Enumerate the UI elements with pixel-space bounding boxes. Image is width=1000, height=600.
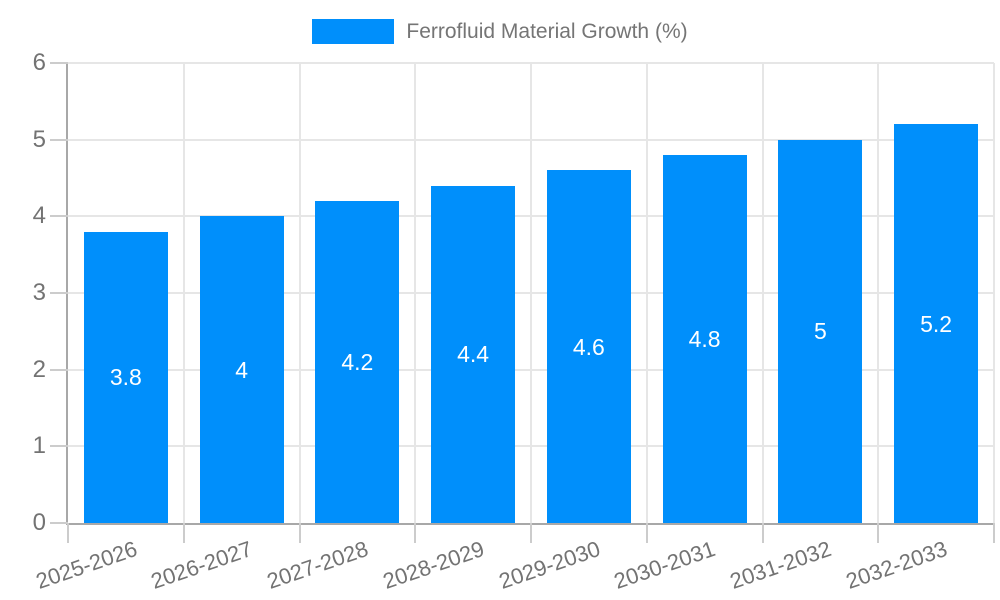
plot-area: 3.8 4 4.2 4.4 4.6 4.8 5 5.2 [66, 62, 995, 525]
y-tick-mark [50, 138, 68, 141]
x-tick-mark [67, 523, 69, 543]
y-tick-mark [50, 292, 68, 294]
y-tick-mark [50, 62, 68, 64]
y-axis-tick-label: 3 [32, 279, 46, 306]
x-tick-mark [414, 523, 417, 543]
bar[interactable] [546, 170, 631, 523]
x-tick-mark [298, 523, 301, 543]
x-tick-mark [877, 523, 880, 543]
x-gridline [993, 63, 995, 523]
legend-series-label[interactable]: Ferrofluid Material Growth (%) [406, 20, 688, 43]
x-tick-mark [182, 523, 185, 543]
y-axis-tick-label: 4 [32, 202, 46, 230]
x-tick-mark [761, 523, 764, 543]
bar-value-label: 5 [813, 318, 827, 345]
x-gridline [761, 63, 764, 523]
bar[interactable] [315, 201, 400, 523]
x-tick-mark [530, 523, 532, 543]
bar[interactable] [778, 139, 863, 523]
x-axis-category-label: 2028-2029 [379, 536, 488, 594]
bar-value-label: 4.6 [572, 333, 605, 360]
x-axis-category-label: 2027-2028 [263, 536, 372, 594]
x-tick-mark [993, 523, 995, 543]
y-tick-mark [50, 215, 68, 218]
bar[interactable] [431, 185, 516, 523]
bar-value-label: 3.8 [109, 364, 142, 391]
bar[interactable] [894, 124, 979, 523]
x-axis-category-label: 2032-2033 [842, 536, 951, 594]
y-axis-tick-label: 2 [32, 355, 46, 383]
bar[interactable] [199, 216, 284, 523]
x-gridline [182, 63, 185, 523]
y-axis-line [66, 63, 68, 525]
bar-value-label: 4.8 [688, 326, 721, 352]
x-gridline [298, 63, 301, 523]
x-axis-category-label: 2025-2026 [32, 536, 141, 594]
legend-swatch[interactable] [312, 19, 395, 44]
x-axis-category-label: 2030-2031 [611, 536, 719, 594]
x-gridline [530, 63, 532, 523]
x-gridline [414, 63, 417, 523]
x-tick-mark [645, 523, 648, 543]
bar[interactable] [662, 155, 747, 523]
y-tick-mark [50, 445, 68, 448]
y-tick-mark [50, 522, 68, 524]
bar-value-label: 4 [235, 356, 249, 383]
x-axis-category-label: 2029-2030 [495, 536, 604, 594]
bar-value-label: 4.2 [341, 349, 374, 375]
x-gridline [645, 63, 648, 523]
y-axis-tick-label: 1 [32, 432, 46, 460]
y-axis-tick-label: 5 [32, 125, 46, 153]
x-axis-category-label: 2026-2027 [148, 536, 256, 594]
x-axis-category-label: 2031-2032 [726, 536, 835, 594]
y-axis-tick-label: 6 [32, 49, 46, 76]
y-tick-mark [50, 368, 68, 371]
bar-value-label: 4.4 [457, 341, 490, 368]
x-gridline [877, 63, 880, 523]
legend: Ferrofluid Material Growth (%) [0, 19, 1000, 44]
bar-value-label: 5.2 [920, 310, 953, 337]
y-axis-tick-label: 0 [32, 509, 46, 536]
bar[interactable] [83, 231, 168, 523]
